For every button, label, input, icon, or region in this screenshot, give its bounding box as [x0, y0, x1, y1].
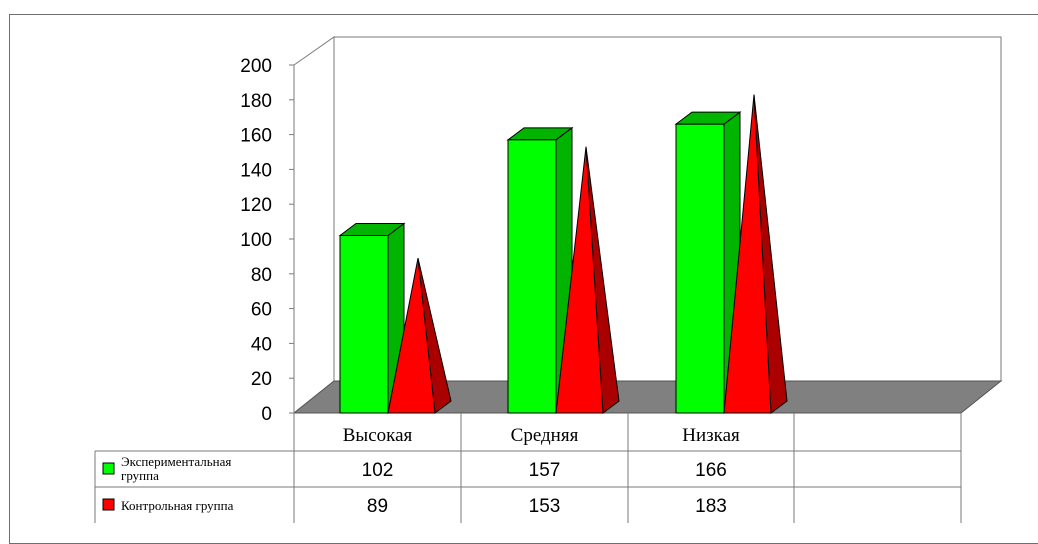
category-label: Высокая [343, 425, 413, 446]
category-label: Средняя [511, 425, 579, 446]
y-tick-label: 200 [240, 56, 272, 77]
data-value-label: 89 [367, 496, 388, 517]
y-tick-label: 60 [251, 300, 272, 321]
legend-swatch [103, 499, 114, 510]
data-value-label: 153 [529, 496, 561, 517]
data-value-label: 102 [362, 460, 394, 481]
bar-front-face [676, 124, 724, 413]
y-tick-label: 160 [240, 126, 272, 147]
y-tick-label: 80 [251, 265, 272, 286]
y-tick-label: 180 [240, 91, 272, 112]
data-value-label: 166 [695, 460, 727, 481]
legend-label: Экспериментальная [121, 454, 231, 469]
y-tick-label: 140 [240, 160, 272, 181]
legend-label: группа [121, 468, 159, 483]
bar-chart: 0 20 40 60 80 100 120 140 160 180 200 Высокая Средн… [0, 0, 1038, 525]
y-tick-label: 40 [251, 334, 272, 355]
category-label: Низкая [682, 425, 740, 446]
y-tick-label: 100 [240, 230, 272, 251]
data-value-label: 157 [529, 460, 561, 481]
bar-front-face [340, 236, 388, 413]
legend-label: Контрольная группа [121, 498, 234, 513]
bar-front-face [508, 140, 556, 413]
table-row: Контрольная группа 89 153 183 [103, 496, 727, 517]
data-value-label: 183 [695, 496, 727, 517]
y-tick-label: 120 [240, 195, 272, 216]
legend-swatch [103, 463, 114, 474]
y-tick-label: 20 [251, 369, 272, 390]
y-tick-label: 0 [261, 404, 272, 425]
y-axis-ticks: 0 20 40 60 80 100 120 140 160 180 200 [240, 56, 294, 425]
data-table: Высокая Средняя Низкая Экспериментальнаягру… [95, 413, 961, 523]
